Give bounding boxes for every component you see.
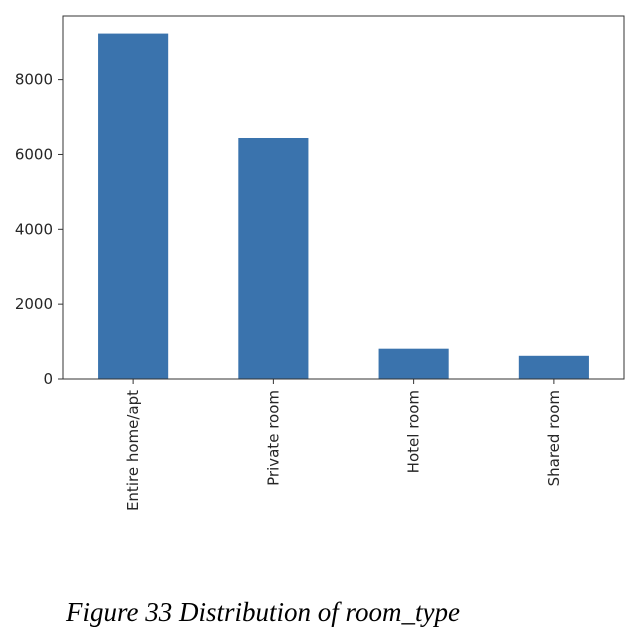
x-tick-label: Shared room <box>545 390 563 486</box>
y-tick-label: 0 <box>43 370 53 388</box>
y-tick-label: 6000 <box>15 145 53 163</box>
bar-shared-room <box>518 355 589 379</box>
x-axis: Entire home/apt Private room Hotel room Sha… <box>124 379 563 511</box>
y-tick-label: 8000 <box>15 71 53 89</box>
x-tick-label: Entire home/apt <box>124 390 142 511</box>
bar-chart: 0 2000 4000 6000 8000 Entire home/apt Private… <box>15 15 625 511</box>
y-axis: 0 2000 4000 6000 8000 <box>15 71 63 388</box>
bar-entire-home-apt <box>98 33 169 380</box>
y-tick-label: 2000 <box>15 295 53 313</box>
y-tick-label: 4000 <box>15 220 53 238</box>
x-tick-label: Private room <box>264 390 282 486</box>
bar-private-room <box>238 137 309 379</box>
figure-caption: Figure 33 Distribution of room_type <box>66 597 460 627</box>
plot-frame <box>62 15 625 380</box>
bars-group <box>98 33 589 380</box>
x-tick-label: Hotel room <box>405 390 423 473</box>
bar-hotel-room <box>378 348 449 379</box>
